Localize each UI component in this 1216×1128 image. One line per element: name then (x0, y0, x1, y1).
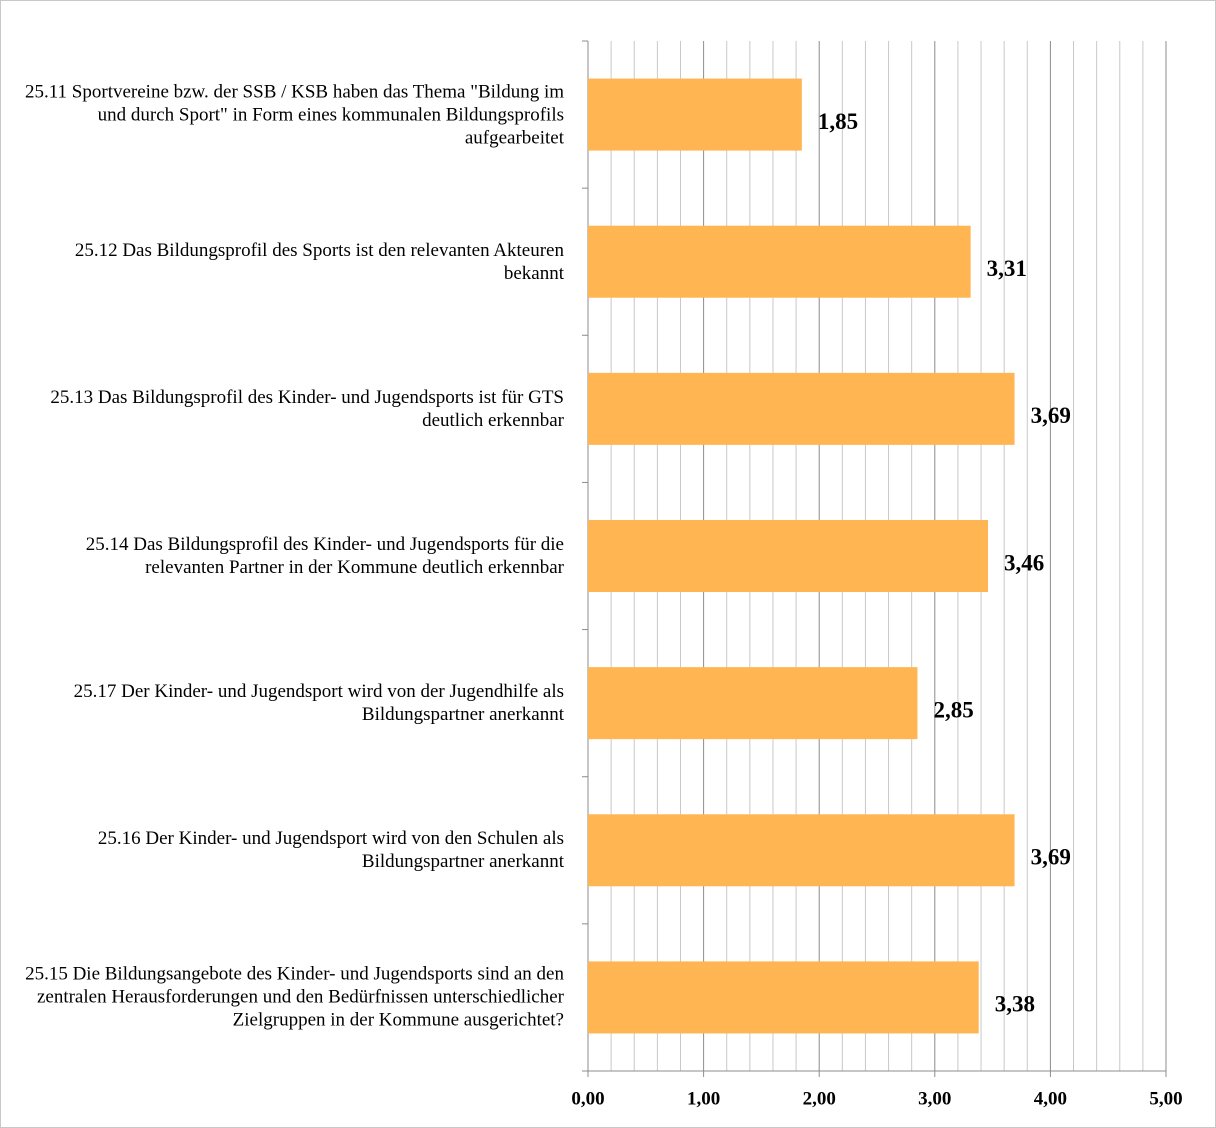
category-label: 25.11 Sportvereine bzw. der SSB / KSB ha… (25, 81, 564, 149)
bar (588, 372, 1015, 445)
bar (588, 520, 988, 592)
value-label: 3,38 (995, 992, 1035, 1017)
category-label: 25.17 Der Kinder- und Jugendsport wird v… (73, 681, 564, 726)
x-tick-label: 3,00 (918, 1088, 951, 1109)
bar (588, 78, 802, 151)
bar (588, 961, 979, 1034)
x-tick-label: 5,00 (1149, 1088, 1182, 1109)
category-label: 25.14 Das Bildungsprofil des Kinder- und… (85, 534, 564, 578)
category-label: 25.13 Das Bildungsprofil des Kinder- und… (50, 386, 564, 431)
x-tick-label: 1,00 (687, 1088, 720, 1109)
value-label: 3,46 (1004, 550, 1044, 575)
category-label: 25.12 Das Bildungsprofil des Sports ist … (74, 239, 564, 284)
value-label: 3,31 (987, 256, 1027, 281)
bar (588, 225, 971, 298)
category-label: 25.16 Der Kinder- und Jugendsport wird v… (97, 828, 564, 873)
value-label: 3,69 (1031, 845, 1071, 870)
value-label: 1,85 (818, 109, 858, 134)
value-label: 2,85 (933, 697, 973, 722)
category-label: 25.15 Die Bildungsangebote des Kinder- u… (25, 963, 564, 1031)
x-tick-label: 4,00 (1034, 1088, 1067, 1109)
value-label: 3,69 (1031, 403, 1071, 428)
x-tick-label: 2,00 (803, 1088, 836, 1109)
x-tick-label: 0,00 (571, 1088, 604, 1109)
bar (588, 814, 1015, 887)
bar (588, 667, 918, 740)
